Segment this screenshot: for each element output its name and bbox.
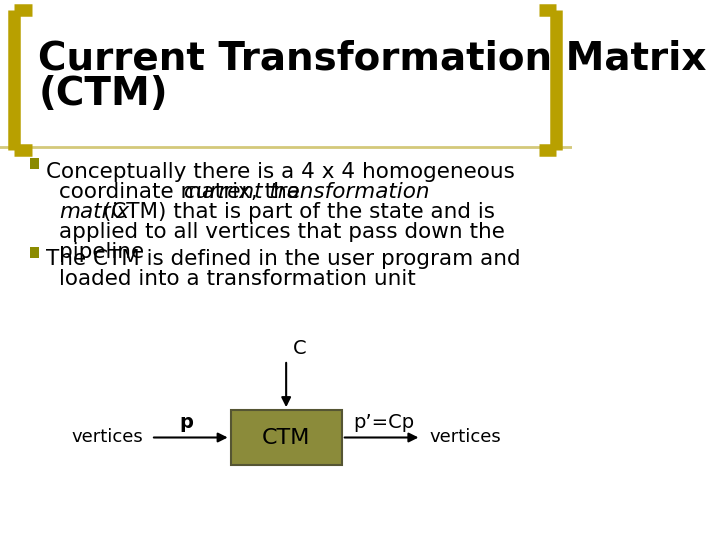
Text: Current Transformation Matrix: Current Transformation Matrix xyxy=(38,40,706,78)
Text: vertices: vertices xyxy=(429,429,501,447)
Text: matrix: matrix xyxy=(59,202,129,222)
Text: current transformation: current transformation xyxy=(184,182,430,202)
Text: Conceptually there is a 4 x 4 homogeneous: Conceptually there is a 4 x 4 homogeneou… xyxy=(46,162,515,182)
Text: C: C xyxy=(292,339,306,358)
Text: pipeline: pipeline xyxy=(59,242,144,262)
Text: coordinate matrix, the: coordinate matrix, the xyxy=(59,182,307,202)
Text: applied to all vertices that pass down the: applied to all vertices that pass down t… xyxy=(59,222,505,242)
Text: loaded into a transformation unit: loaded into a transformation unit xyxy=(59,269,415,289)
Text: (CTM) that is part of the state and is: (CTM) that is part of the state and is xyxy=(96,202,495,222)
FancyBboxPatch shape xyxy=(230,410,342,465)
Text: p’=Cp: p’=Cp xyxy=(354,414,415,433)
Text: CTM: CTM xyxy=(262,428,310,448)
Bar xyxy=(30,158,39,169)
Text: (CTM): (CTM) xyxy=(38,75,168,113)
Text: vertices: vertices xyxy=(71,429,143,447)
Bar xyxy=(30,247,39,258)
Text: p: p xyxy=(180,414,194,433)
Text: The CTM is defined in the user program and: The CTM is defined in the user program a… xyxy=(46,249,521,269)
